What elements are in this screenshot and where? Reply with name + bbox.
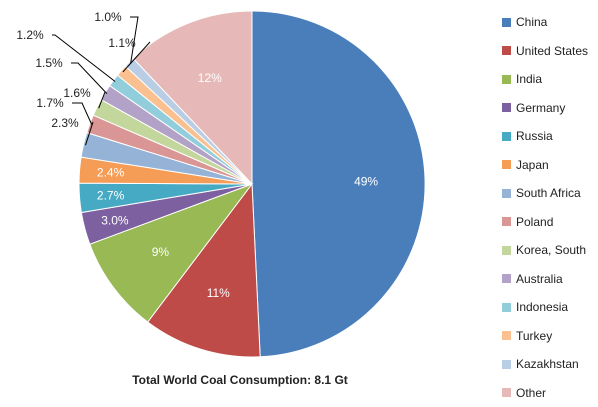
legend-swatch [502, 75, 511, 84]
legend-swatch [502, 388, 511, 397]
legend-item-united-states: United States [502, 37, 588, 66]
data-label-south-africa: 2.3% [51, 116, 79, 130]
legend-item-india: India [502, 65, 588, 94]
legend-swatch [502, 103, 511, 112]
legend-item-other: Other [502, 379, 588, 407]
legend-item-china: China [502, 8, 588, 37]
legend-label: Indonesia [516, 300, 568, 314]
legend-label: Poland [516, 215, 553, 229]
chart-caption: Total World Coal Consumption: 8.1 Gt [132, 373, 348, 387]
data-label-kazakhstan: 1.0% [94, 10, 122, 24]
data-label-united-states: 11% [207, 286, 230, 300]
legend-label: United States [516, 44, 588, 58]
legend: China United States India Germany Russia Japa… [502, 8, 588, 407]
legend-item-germany: Germany [502, 94, 588, 123]
legend-swatch [502, 217, 511, 226]
legend-label: Germany [516, 101, 565, 115]
legend-swatch [502, 46, 511, 55]
legend-item-kazakhstan: Kazakhstan [502, 350, 588, 379]
data-label-japan: 2.4% [97, 166, 125, 180]
legend-label: Australia [516, 272, 563, 286]
legend-swatch [502, 160, 511, 169]
legend-swatch [502, 331, 511, 340]
legend-label: India [516, 72, 542, 86]
data-label-turkey: 1.1% [108, 36, 136, 50]
data-label-korea-south: 1.6% [63, 86, 91, 100]
legend-swatch [502, 303, 511, 312]
legend-swatch [502, 132, 511, 141]
pie-chart: 49% 11% 9% 3.0% 2.7% 2.4% 2.3% 1.7%1.6% 1.5% 1.2%… [0, 0, 500, 394]
legend-label: Kazakhstan [516, 357, 579, 371]
legend-label: Other [516, 386, 546, 400]
data-label-other: 12% [198, 71, 222, 85]
legend-swatch [502, 189, 511, 198]
legend-swatch [502, 246, 511, 255]
legend-label: Turkey [516, 329, 552, 343]
data-label-indonesia: 1.2% [16, 28, 44, 42]
legend-label: Japan [516, 158, 549, 172]
legend-item-australia: Australia [502, 265, 588, 294]
legend-label: South Africa [516, 186, 581, 200]
data-label-australia: 1.5% [35, 56, 63, 70]
slice-china [252, 11, 425, 357]
legend-swatch [502, 274, 511, 283]
legend-label: Russia [516, 129, 553, 143]
data-label-russia: 2.7% [97, 188, 125, 202]
data-label-india: 9% [152, 245, 170, 259]
legend-label: China [516, 15, 547, 29]
legend-item-indonesia: Indonesia [502, 293, 588, 322]
legend-item-korea-south: Korea, South [502, 236, 588, 265]
legend-item-japan: Japan [502, 151, 588, 180]
data-label-poland: 1.7% [36, 96, 64, 110]
legend-item-poland: Poland [502, 208, 588, 237]
legend-swatch [502, 360, 511, 369]
data-label-china: 49% [354, 174, 378, 188]
legend-item-turkey: Turkey [502, 322, 588, 351]
legend-label: Korea, South [516, 243, 586, 257]
legend-item-south-africa: South Africa [502, 179, 588, 208]
legend-item-russia: Russia [502, 122, 588, 151]
legend-swatch [502, 18, 511, 27]
data-label-germany: 3.0% [101, 214, 129, 228]
